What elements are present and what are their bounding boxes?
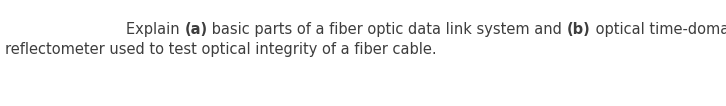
Text: (b): (b) bbox=[567, 22, 591, 37]
Text: basic parts of a fiber optic data link system and: basic parts of a fiber optic data link s… bbox=[208, 22, 567, 37]
Text: (a): (a) bbox=[184, 22, 208, 37]
Text: optical time-domain: optical time-domain bbox=[591, 22, 726, 37]
Text: reflectometer used to test optical integrity of a fiber cable.: reflectometer used to test optical integ… bbox=[5, 42, 436, 57]
Text: Explain: Explain bbox=[126, 22, 184, 37]
